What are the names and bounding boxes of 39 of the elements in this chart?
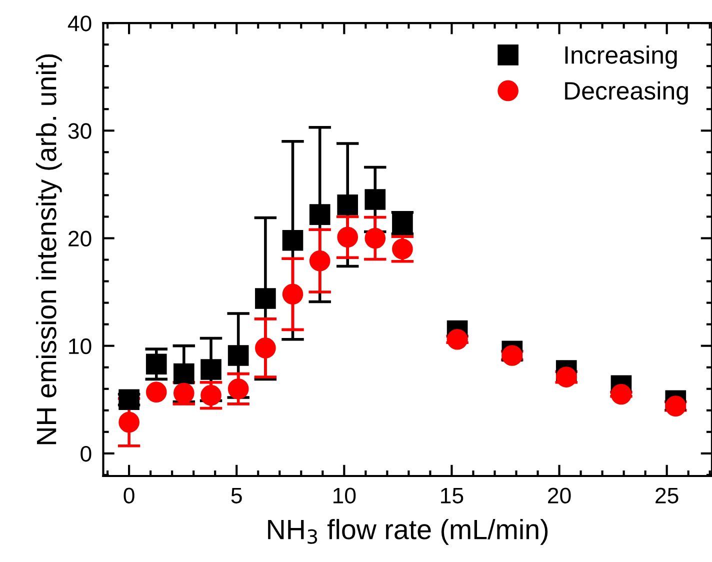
point xyxy=(255,338,276,358)
point xyxy=(118,389,140,410)
legend-label: Increasing xyxy=(565,46,677,69)
x-tick-label: 15 xyxy=(441,488,464,504)
y-tick-label: 10 xyxy=(69,338,92,354)
y-axis-title: NH emission intensity (arb. unit) xyxy=(36,54,62,444)
point xyxy=(282,230,304,251)
x-tick-label: 0 xyxy=(124,488,134,504)
point xyxy=(337,194,358,216)
point xyxy=(446,328,468,350)
point xyxy=(364,189,386,210)
point xyxy=(146,354,167,375)
point xyxy=(610,384,632,405)
point xyxy=(665,396,686,416)
y-tick-label: 20 xyxy=(68,230,92,246)
x-axis-title: NH$_{3}$ flow rate (mL/min) xyxy=(268,518,548,545)
x-tick-label: 25 xyxy=(656,488,678,504)
legend-label: Decreasing xyxy=(565,81,688,105)
point xyxy=(502,345,523,366)
point xyxy=(228,345,249,366)
point xyxy=(146,382,167,403)
point xyxy=(282,284,304,305)
point xyxy=(309,204,330,225)
point xyxy=(556,366,577,388)
point xyxy=(173,363,194,384)
point xyxy=(200,384,222,406)
y-tick-label: 30 xyxy=(68,123,92,139)
point xyxy=(255,288,276,309)
x-tick-label: 10 xyxy=(334,488,356,504)
x-tick-label: 5 xyxy=(231,488,242,504)
y-tick-label: 0 xyxy=(80,446,92,462)
point xyxy=(337,226,358,248)
point xyxy=(200,359,222,380)
point xyxy=(309,250,330,272)
point xyxy=(118,412,140,433)
y-tick-label: 40 xyxy=(68,16,92,32)
x-tick-label: 20 xyxy=(548,488,571,504)
point xyxy=(364,228,386,249)
point xyxy=(228,378,249,400)
